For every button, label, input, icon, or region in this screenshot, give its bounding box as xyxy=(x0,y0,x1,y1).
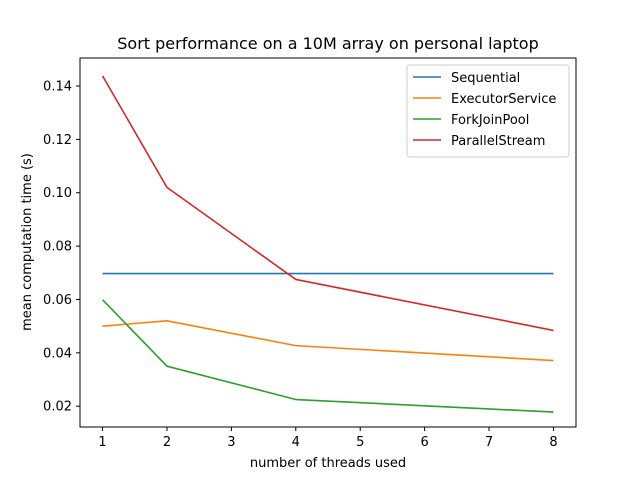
x-tick-label: 5 xyxy=(356,435,364,450)
y-tick-label: 0.06 xyxy=(43,293,72,308)
plot-area xyxy=(101,75,554,413)
axis-ticks: 1 2 3 4 5 6 7 8 0.02 0.04 0.06 0.08 0.10 0.12 0.14 xyxy=(43,80,558,450)
legend-label: ForkJoinPool xyxy=(451,113,529,128)
legend-label: ParallelStream xyxy=(451,134,545,149)
y-tick-label: 0.04 xyxy=(43,346,72,361)
legend: Sequential ExecutorService ForkJoinPool Par… xyxy=(406,64,570,158)
y-tick-label: 0.02 xyxy=(43,400,72,415)
y-axis-label: mean computation time (s) xyxy=(20,153,35,331)
x-tick-label: 8 xyxy=(549,435,557,450)
y-tick-label: 0.12 xyxy=(43,133,72,148)
chart-title: Sort performance on a 10M array on perso… xyxy=(117,34,538,53)
x-tick-label: 2 xyxy=(163,435,171,450)
legend-label: Sequential xyxy=(451,71,520,86)
legend-box xyxy=(406,64,570,158)
y-tick-label: 0.08 xyxy=(43,240,72,255)
x-tick-label: 6 xyxy=(420,435,428,450)
x-tick-label: 3 xyxy=(227,435,235,450)
series-line-3 xyxy=(101,75,554,332)
plot-frame xyxy=(79,57,577,428)
series-line-1 xyxy=(102,320,554,362)
x-tick-label: 1 xyxy=(98,435,106,450)
legend-label: ExecutorService xyxy=(451,92,556,107)
y-tick-label: 0.10 xyxy=(43,186,72,201)
series-line-2 xyxy=(101,299,554,413)
x-tick-label: 7 xyxy=(485,435,493,450)
x-axis-label: number of threads used xyxy=(250,456,406,471)
y-tick-label: 0.14 xyxy=(43,80,72,95)
x-tick-label: 4 xyxy=(292,435,300,450)
